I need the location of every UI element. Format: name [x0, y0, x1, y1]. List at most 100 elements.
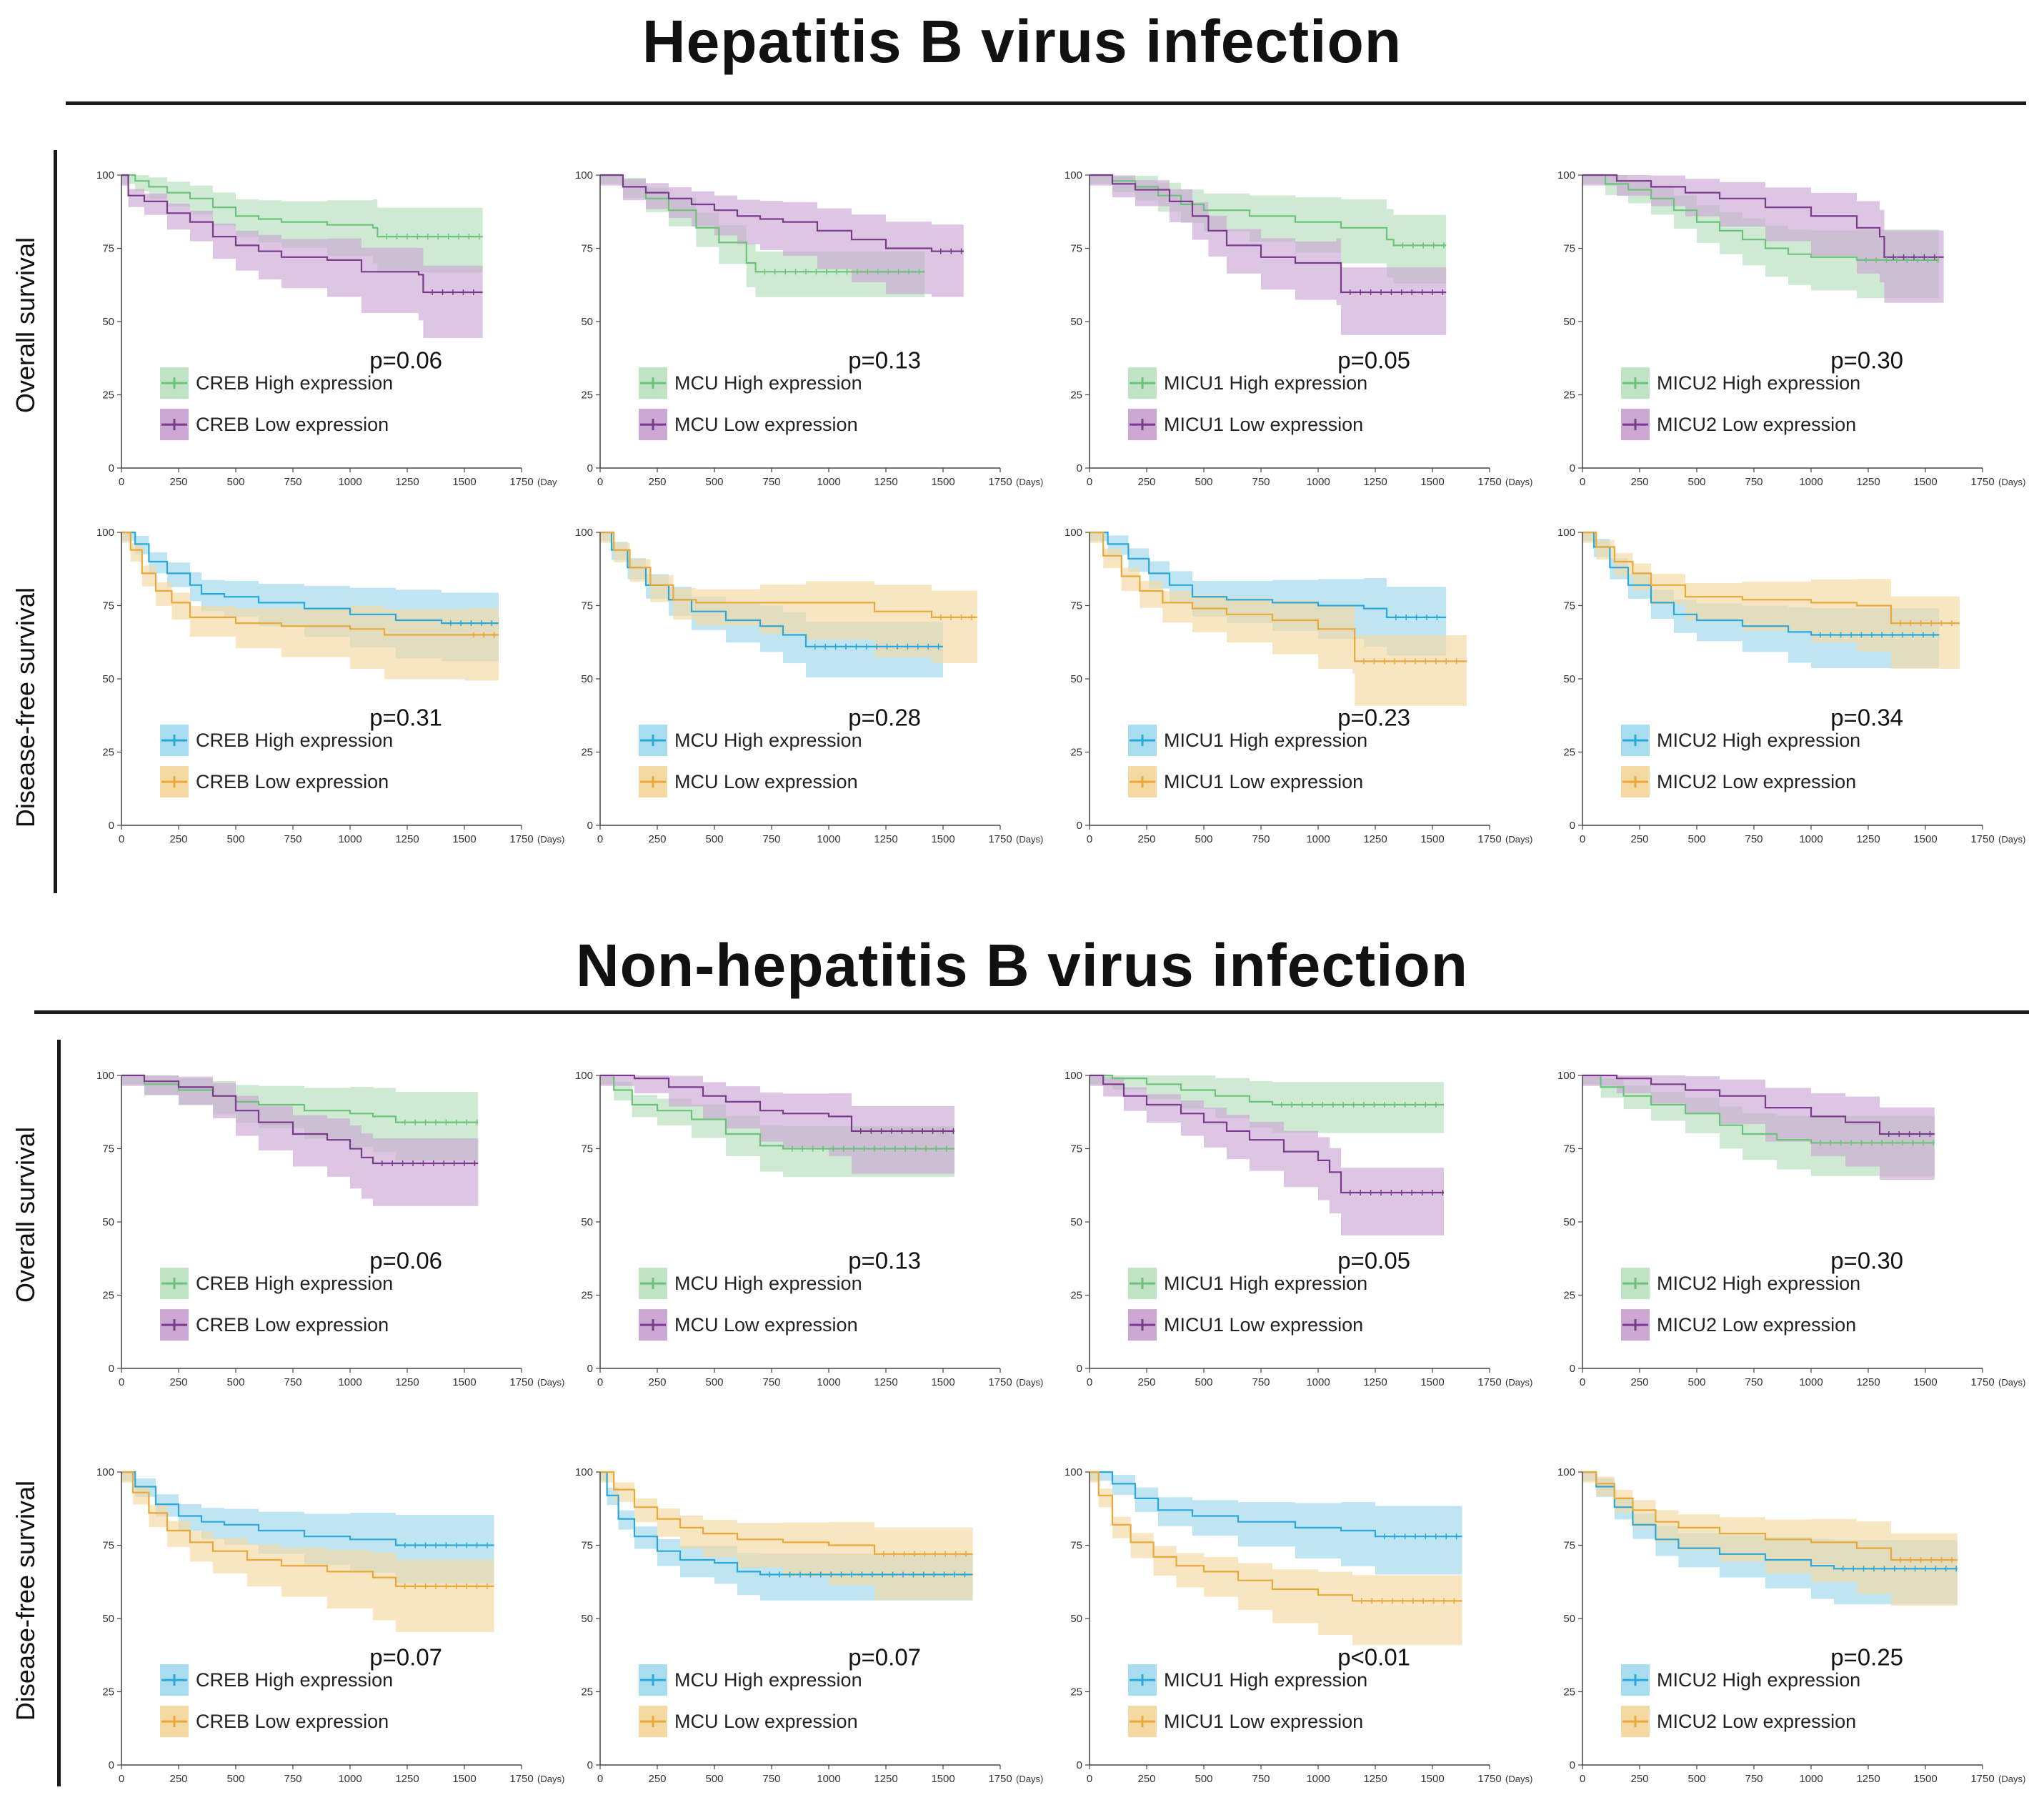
x-tick-label: 1000 [817, 833, 840, 845]
legend-label-high: CREB High expression [196, 372, 393, 394]
x-tick-label: 250 [648, 1376, 666, 1388]
survival-curve-high [1582, 1074, 1935, 1144]
legend-label-low: CREB Low expression [196, 1711, 389, 1732]
row-label-text: Overall survival [11, 237, 40, 414]
x-tick-label: 1500 [931, 1376, 954, 1388]
x-tick-label: 500 [705, 833, 723, 845]
x-tick-label: 1500 [1913, 1773, 1937, 1785]
y-tick-label: 50 [1563, 673, 1575, 685]
x-axis-unit: (Days) [1505, 1377, 1532, 1388]
y-tick-label: 50 [581, 1613, 593, 1625]
y-tick-label: 75 [581, 600, 593, 612]
y-tick-label: 100 [1557, 1466, 1575, 1478]
y-tick-label: 100 [1065, 169, 1082, 182]
x-tick-label: 0 [119, 1773, 124, 1785]
x-tick-label: 1250 [874, 833, 897, 845]
ci-band-low [600, 532, 977, 663]
x-axis-unit: (Day [537, 477, 557, 487]
survival-curve-high [600, 531, 943, 647]
y-tick-label: 50 [1070, 316, 1082, 328]
ci-band-low [600, 1075, 954, 1177]
y-tick-label: 25 [581, 389, 593, 402]
x-tick-label: 1500 [452, 1773, 476, 1785]
ci-band-low [1582, 175, 1944, 303]
x-tick-label: 1500 [1913, 1376, 1937, 1388]
y-tick-label: 0 [1077, 820, 1082, 832]
p-value-label: p=0.07 [848, 1644, 921, 1671]
survival-curve-low [121, 1074, 479, 1165]
legend-label-high: MCU High expression [674, 372, 862, 394]
y-tick-label: 100 [96, 527, 114, 539]
p-value-label: p=0.28 [848, 705, 921, 731]
x-tick-label: 500 [1195, 476, 1212, 488]
x-tick-label: 750 [1252, 476, 1270, 488]
x-tick-label: 250 [169, 1376, 187, 1388]
x-tick-label: 1500 [452, 476, 476, 488]
x-tick-label: 0 [1580, 1773, 1585, 1785]
x-axis-unit: (Days) [1998, 1774, 2025, 1784]
x-tick-label: 1750 [988, 1376, 1012, 1388]
x-tick-label: 1500 [1913, 833, 1937, 845]
ci-band-low [121, 1075, 479, 1209]
survival-curve-high [1090, 531, 1447, 618]
y-tick-label: 25 [1563, 747, 1575, 759]
x-tick-label: 1250 [1363, 1376, 1387, 1388]
x-tick-label: 1500 [1420, 1773, 1444, 1785]
legend-label-high: MICU2 High expression [1657, 730, 1860, 751]
x-tick-label: 250 [648, 1773, 666, 1785]
x-axis-unit: (Days) [1998, 834, 2025, 845]
x-tick-label: 750 [762, 833, 780, 845]
y-tick-label: 50 [581, 673, 593, 685]
y-tick-label: 50 [102, 1613, 114, 1625]
x-tick-label: 1000 [1306, 1376, 1330, 1388]
y-tick-label: 50 [1563, 1613, 1575, 1625]
y-tick-label: 100 [96, 169, 114, 182]
x-tick-label: 750 [1252, 833, 1270, 845]
x-tick-label: 1750 [1970, 476, 1994, 488]
y-tick-label: 0 [1570, 462, 1575, 474]
x-tick-label: 1500 [452, 1376, 476, 1388]
y-tick-label: 25 [102, 389, 114, 402]
y-tick-label: 100 [1065, 527, 1082, 539]
x-tick-label: 1000 [817, 1773, 840, 1785]
y-tick-label: 75 [102, 600, 114, 612]
y-tick-label: 0 [1077, 1363, 1082, 1375]
section-title: Non-hepatitis B virus infection [575, 932, 1469, 999]
x-tick-label: 1750 [509, 833, 533, 845]
x-tick-label: 1500 [1420, 476, 1444, 488]
y-tick-label: 75 [581, 243, 593, 255]
x-tick-label: 0 [597, 833, 603, 845]
section-title: Hepatitis B virus infection [642, 8, 1402, 75]
y-tick-label: 75 [1070, 600, 1082, 612]
y-tick-label: 75 [1563, 600, 1575, 612]
x-tick-label: 1000 [338, 833, 362, 845]
legend-label-low: MICU2 Low expression [1657, 414, 1856, 435]
x-tick-label: 1250 [1856, 833, 1880, 845]
x-tick-label: 1000 [338, 476, 362, 488]
x-tick-label: 1250 [395, 1773, 419, 1785]
x-tick-label: 250 [169, 476, 187, 488]
ci-band-low [121, 532, 499, 681]
x-tick-label: 1000 [1306, 833, 1330, 845]
p-value-label: p=0.13 [848, 347, 921, 374]
y-tick-label: 25 [581, 747, 593, 759]
x-tick-label: 1500 [452, 833, 476, 845]
survival-curve-high [600, 1074, 954, 1150]
x-tick-label: 0 [597, 1376, 603, 1388]
x-tick-label: 1000 [1799, 833, 1823, 845]
y-tick-label: 100 [575, 169, 593, 182]
p-value-label: p=0.13 [848, 1248, 921, 1274]
x-tick-label: 750 [762, 1376, 780, 1388]
x-tick-label: 750 [284, 833, 301, 845]
legend-label-high: CREB High expression [196, 730, 393, 751]
legend-label-high: MICU1 High expression [1164, 1273, 1367, 1294]
